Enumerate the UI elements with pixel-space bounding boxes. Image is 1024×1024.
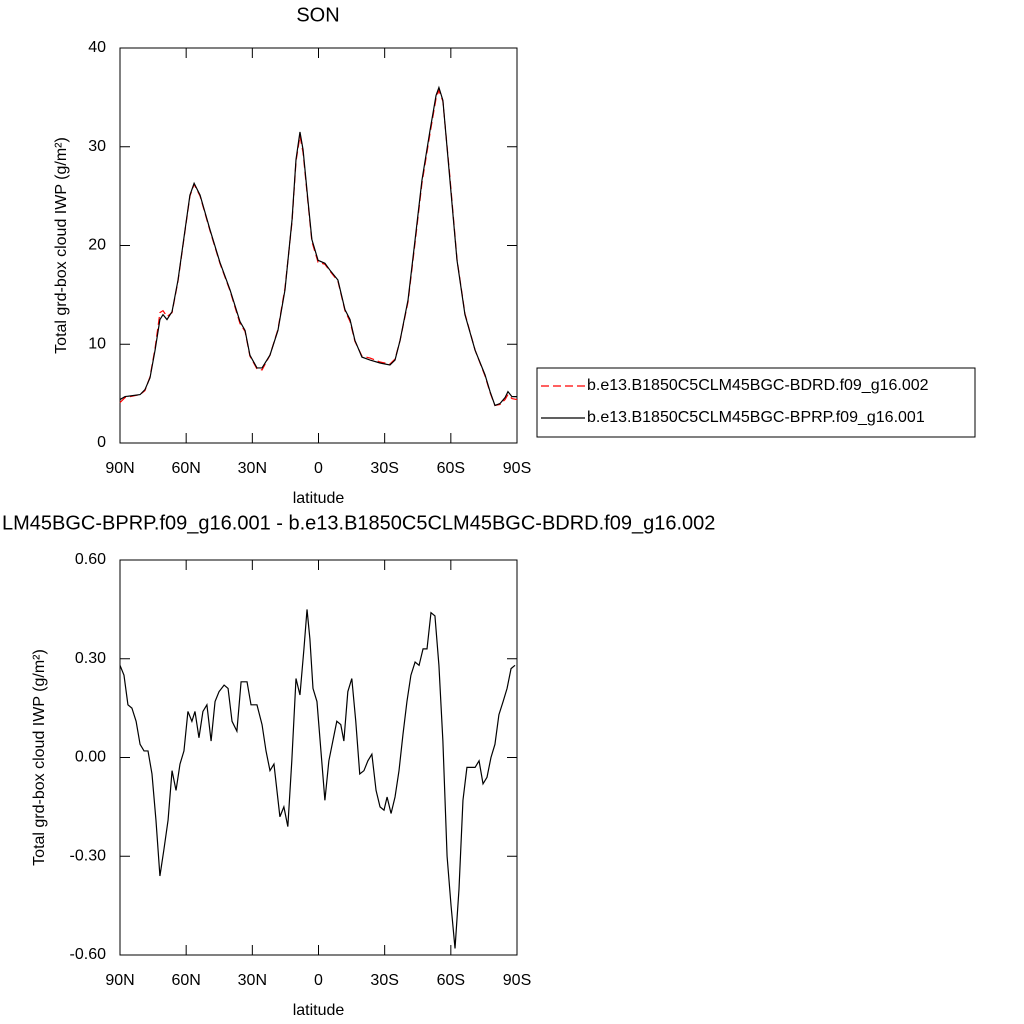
x-tick-label: 90S: [503, 972, 531, 989]
y-tick-label: 40: [88, 39, 106, 56]
x-axis-label: latitude: [293, 1002, 345, 1019]
x-tick-label: 30N: [238, 972, 267, 989]
x-tick-label: 30S: [370, 460, 398, 477]
plot-frame: [119, 47, 518, 444]
legend-label: b.e13.B1850C5CLM45BGC-BPRP.f09_g16.001: [587, 409, 925, 426]
x-tick-label: 90N: [105, 972, 134, 989]
plot-frame: [119, 559, 518, 956]
x-tick-label: 0: [314, 972, 323, 989]
y-tick-label: -0.30: [70, 847, 107, 864]
x-tick-label: 60N: [171, 460, 200, 477]
legend-box: [536, 367, 976, 438]
y-tick-label: 0.60: [75, 551, 106, 568]
y-tick-label: 30: [88, 138, 106, 155]
x-tick-label: 90N: [105, 460, 134, 477]
y-axis-label: Total grd-box cloud IWP (g/m²): [31, 649, 48, 866]
chart-title: SON: [296, 4, 339, 26]
y-tick-label: 20: [88, 237, 106, 254]
x-tick-label: 0: [314, 460, 323, 477]
series-line: [119, 88, 518, 407]
legend-label: b.e13.B1850C5CLM45BGC-BDRD.f09_g16.002: [587, 377, 929, 394]
series-line: [119, 85, 517, 407]
y-tick-label: 0.30: [75, 650, 106, 667]
x-tick-label: 90S: [503, 460, 531, 477]
x-tick-label: 60N: [171, 972, 200, 989]
chart-title: LM45BGC-BPRP.f09_g16.001 - b.e13.B1850C5…: [2, 512, 715, 534]
y-tick-label: 0.00: [75, 749, 106, 766]
x-tick-label: 30N: [238, 460, 267, 477]
y-tick-label: -0.60: [70, 946, 107, 963]
y-tick-label: 10: [88, 335, 106, 352]
y-tick-label: 0: [97, 434, 106, 451]
x-tick-label: 60S: [437, 972, 465, 989]
x-axis-label: latitude: [293, 490, 345, 507]
x-tick-label: 60S: [437, 460, 465, 477]
y-axis-label: Total grd-box cloud IWP (g/m²): [53, 137, 70, 354]
data-line: [119, 609, 516, 949]
x-tick-label: 30S: [370, 972, 398, 989]
